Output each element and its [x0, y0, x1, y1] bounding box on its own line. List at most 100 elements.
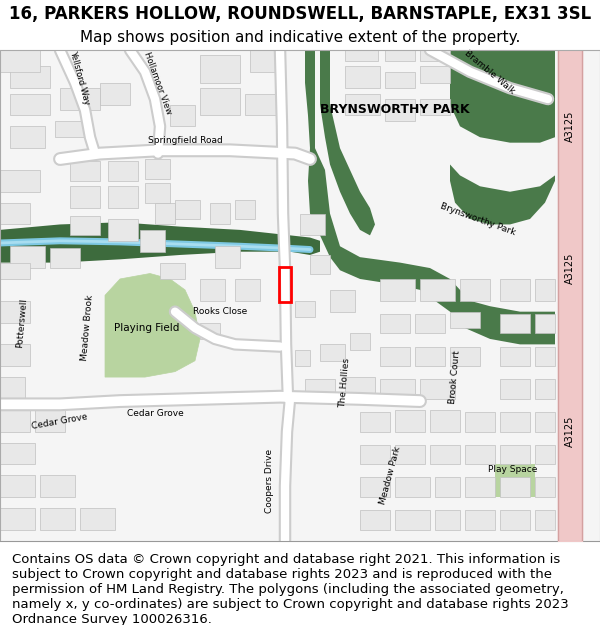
Bar	[495, 464, 535, 497]
Polygon shape	[535, 346, 555, 366]
Text: Cedar Grove: Cedar Grove	[31, 412, 89, 431]
Polygon shape	[500, 478, 530, 497]
Polygon shape	[500, 379, 530, 399]
Polygon shape	[10, 94, 50, 116]
Polygon shape	[465, 478, 495, 497]
Text: Hollamoor View: Hollamoor View	[142, 50, 173, 115]
Polygon shape	[200, 322, 220, 339]
Polygon shape	[10, 126, 45, 148]
Polygon shape	[320, 50, 375, 236]
Polygon shape	[395, 444, 425, 464]
Polygon shape	[40, 475, 75, 497]
Polygon shape	[500, 510, 530, 530]
Polygon shape	[145, 159, 170, 179]
Polygon shape	[0, 475, 35, 497]
Polygon shape	[385, 99, 415, 121]
Polygon shape	[500, 314, 530, 334]
Polygon shape	[170, 104, 195, 126]
Polygon shape	[330, 290, 355, 312]
Polygon shape	[420, 66, 450, 82]
Text: Potterswell: Potterswell	[16, 298, 29, 348]
Polygon shape	[380, 379, 415, 399]
Polygon shape	[0, 301, 30, 322]
Polygon shape	[200, 56, 240, 82]
Text: Brook Court: Brook Court	[448, 350, 462, 404]
Polygon shape	[420, 99, 450, 116]
Polygon shape	[430, 410, 460, 432]
Polygon shape	[345, 94, 380, 116]
Polygon shape	[450, 50, 555, 142]
Polygon shape	[50, 248, 80, 268]
Polygon shape	[105, 274, 200, 377]
Text: A3125: A3125	[565, 416, 575, 447]
Text: Coopers Drive: Coopers Drive	[265, 449, 275, 512]
Polygon shape	[500, 444, 530, 464]
Polygon shape	[200, 279, 225, 301]
Text: Yellsford Way: Yellsford Way	[68, 49, 91, 105]
Polygon shape	[40, 508, 75, 530]
Polygon shape	[215, 246, 240, 268]
Bar	[279, 267, 291, 302]
Polygon shape	[70, 216, 100, 236]
Polygon shape	[0, 170, 40, 192]
Text: A3125: A3125	[565, 111, 575, 142]
Polygon shape	[360, 478, 390, 497]
Polygon shape	[245, 94, 285, 116]
Text: Brynsworthy Park: Brynsworthy Park	[439, 201, 517, 237]
Polygon shape	[140, 230, 165, 252]
Polygon shape	[60, 88, 100, 110]
Polygon shape	[420, 279, 455, 301]
Polygon shape	[345, 50, 378, 61]
Polygon shape	[295, 301, 315, 317]
Polygon shape	[10, 246, 45, 268]
Polygon shape	[0, 442, 35, 464]
Text: 16, PARKERS HOLLOW, ROUNDSWELL, BARNSTAPLE, EX31 3SL: 16, PARKERS HOLLOW, ROUNDSWELL, BARNSTAP…	[9, 5, 591, 23]
Polygon shape	[305, 379, 335, 399]
Polygon shape	[70, 186, 100, 208]
Polygon shape	[535, 379, 555, 399]
Polygon shape	[360, 510, 390, 530]
Text: Play Space: Play Space	[488, 465, 538, 474]
Text: The Hollies: The Hollies	[338, 357, 352, 408]
Polygon shape	[108, 219, 138, 241]
Polygon shape	[160, 262, 185, 279]
Polygon shape	[0, 222, 320, 262]
Polygon shape	[535, 314, 555, 334]
Polygon shape	[80, 508, 115, 530]
Polygon shape	[385, 72, 415, 88]
Polygon shape	[500, 279, 530, 301]
Polygon shape	[360, 444, 390, 464]
Polygon shape	[0, 508, 35, 530]
Polygon shape	[465, 412, 495, 432]
Text: Bramble Walk: Bramble Walk	[463, 48, 517, 96]
Polygon shape	[200, 88, 240, 116]
Text: A3125: A3125	[565, 253, 575, 284]
Polygon shape	[155, 202, 175, 224]
Polygon shape	[300, 214, 325, 236]
Polygon shape	[415, 346, 445, 366]
Polygon shape	[108, 161, 138, 181]
Text: Meadow Brook: Meadow Brook	[80, 294, 94, 361]
Polygon shape	[210, 202, 230, 224]
Polygon shape	[460, 279, 490, 301]
Polygon shape	[295, 350, 310, 366]
Polygon shape	[465, 444, 495, 464]
Polygon shape	[250, 50, 285, 72]
Polygon shape	[320, 344, 345, 361]
Polygon shape	[420, 50, 450, 61]
Polygon shape	[235, 279, 260, 301]
Polygon shape	[415, 314, 445, 334]
Polygon shape	[350, 334, 370, 350]
Polygon shape	[0, 344, 30, 366]
Polygon shape	[395, 478, 430, 497]
Polygon shape	[500, 346, 530, 366]
Polygon shape	[380, 279, 415, 301]
Polygon shape	[450, 312, 480, 328]
Polygon shape	[0, 262, 30, 279]
Polygon shape	[345, 377, 375, 399]
Text: BRYNSWORTHY PARK: BRYNSWORTHY PARK	[320, 104, 470, 116]
Polygon shape	[395, 510, 430, 530]
Polygon shape	[450, 164, 555, 224]
Polygon shape	[345, 66, 380, 88]
Text: Springfield Road: Springfield Road	[148, 136, 223, 145]
